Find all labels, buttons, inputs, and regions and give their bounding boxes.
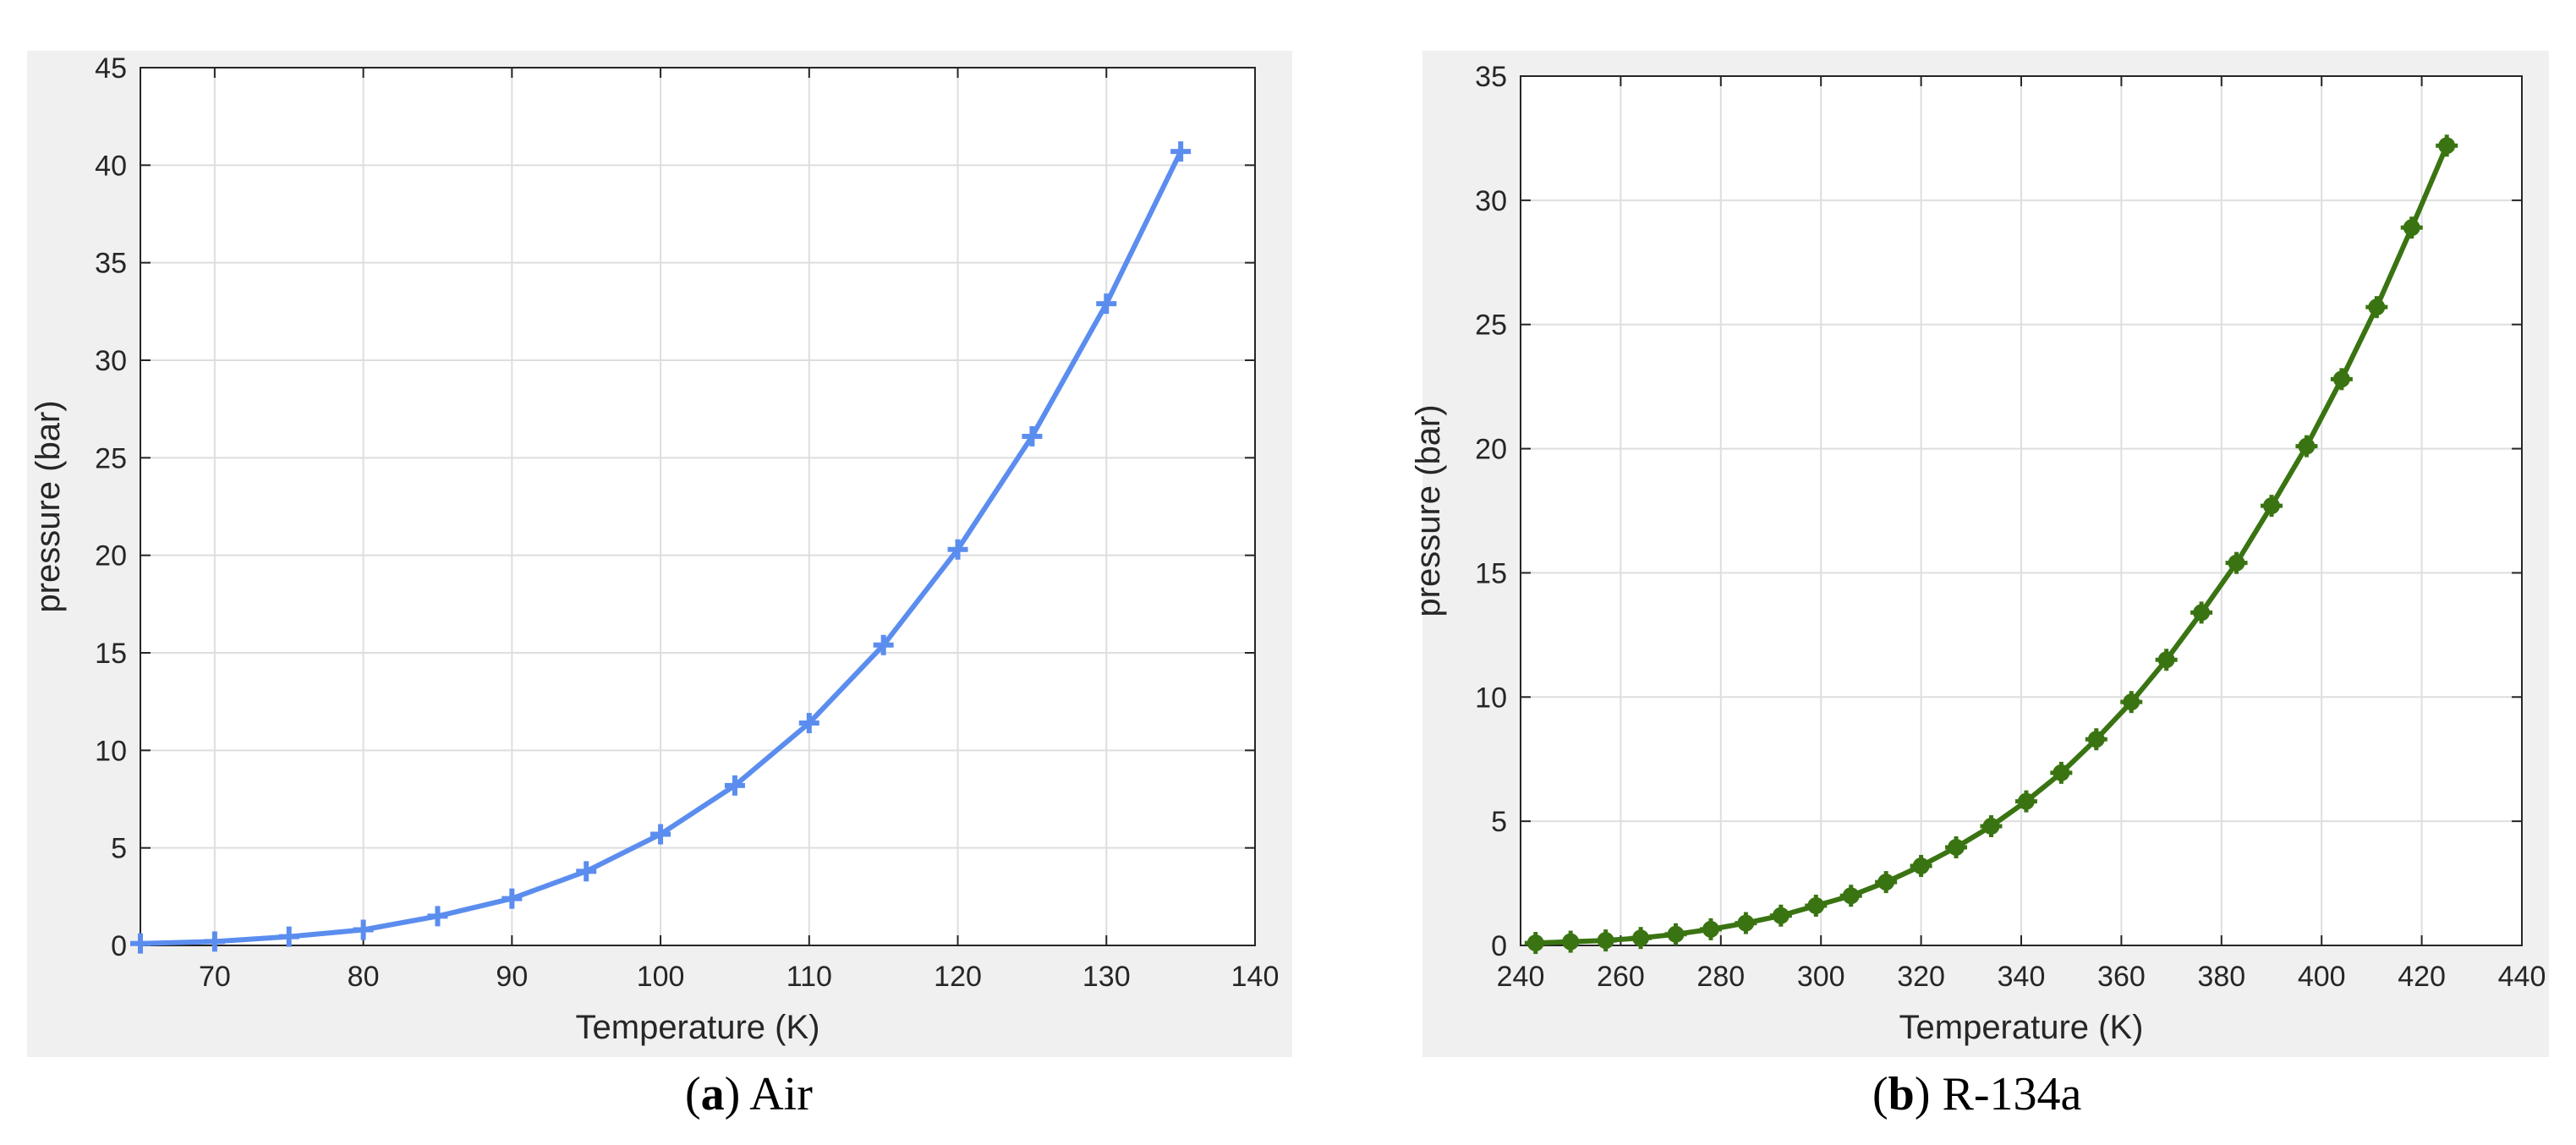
y-tick-label: 10 bbox=[1475, 682, 1507, 714]
data-point bbox=[1524, 932, 1547, 955]
data-point bbox=[873, 634, 894, 655]
x-tick-label: 240 bbox=[1497, 961, 1545, 993]
caption-r134a-text: R-134a bbox=[1930, 1068, 2082, 1120]
y-tick-label: 40 bbox=[95, 150, 127, 182]
data-point bbox=[1769, 904, 1792, 927]
data-point bbox=[130, 933, 151, 954]
x-tick-label: 130 bbox=[1082, 961, 1131, 993]
data-point bbox=[1559, 930, 1582, 953]
y-tick-label: 35 bbox=[95, 248, 127, 280]
data-point bbox=[353, 919, 374, 940]
data-point bbox=[1839, 885, 1862, 907]
caption-air-text: Air bbox=[740, 1068, 813, 1120]
y-tick-label: 25 bbox=[95, 442, 127, 474]
y-tick-label: 30 bbox=[95, 345, 127, 377]
y-tick-label: 20 bbox=[95, 540, 127, 572]
data-point bbox=[650, 824, 671, 845]
x-tick-label: 100 bbox=[637, 961, 685, 993]
data-point bbox=[2365, 296, 2388, 319]
x-axis-label: Temperature (K) bbox=[1899, 1009, 2144, 1046]
data-point bbox=[724, 775, 745, 796]
chart-panel-r134a: 240 260 280 300 320 340 360 380 400 420 440 0 5 10 15 2… bbox=[1410, 51, 2549, 1057]
data-point bbox=[1945, 835, 1968, 858]
caption-air: (a) Air bbox=[685, 1068, 813, 1120]
data-point bbox=[1594, 929, 1617, 952]
x-tick-label: 360 bbox=[2097, 961, 2146, 993]
data-point bbox=[1980, 815, 2003, 838]
data-point bbox=[1170, 141, 1192, 162]
y-tick-label: 15 bbox=[1475, 557, 1507, 589]
y-tick-label: 5 bbox=[111, 833, 127, 865]
data-point bbox=[1630, 927, 1652, 950]
data-point bbox=[2120, 691, 2143, 714]
data-point bbox=[2436, 134, 2458, 157]
plot-frame bbox=[140, 67, 1256, 946]
data-point bbox=[576, 861, 597, 882]
x-tick-label: 320 bbox=[1897, 961, 1945, 993]
chart-panel-air: 70 80 90 100 110 120 130 140 0 5 10 15 20 25 30 35 40 45 T… bbox=[27, 51, 1292, 1057]
y-tick-label: 15 bbox=[95, 638, 127, 670]
y-tick-label: 10 bbox=[95, 735, 127, 767]
data-point bbox=[2050, 761, 2073, 784]
data-point bbox=[2400, 216, 2423, 239]
plot-area bbox=[140, 68, 1255, 945]
data-point bbox=[204, 931, 225, 952]
caption-r134a: (b) R-134a bbox=[1872, 1068, 2082, 1120]
caption-air-letter: a bbox=[700, 1068, 725, 1120]
data-point bbox=[2330, 368, 2353, 391]
x-tick-label: 120 bbox=[934, 961, 982, 993]
data-point bbox=[1664, 923, 1687, 945]
caption-r134a-letter: b bbox=[1888, 1068, 1915, 1120]
x-tick-label: 70 bbox=[199, 961, 231, 993]
data-point bbox=[1735, 912, 1757, 934]
x-tick-label: 260 bbox=[1597, 961, 1645, 993]
y-tick-label: 5 bbox=[1491, 806, 1507, 838]
x-tick-label: 140 bbox=[1231, 961, 1280, 993]
data-point bbox=[1022, 425, 1043, 446]
x-axis-label: Temperature (K) bbox=[576, 1009, 820, 1046]
chart-air-svg: 70 80 90 100 110 120 130 140 0 5 10 15 20 25 30 35 40 45 T… bbox=[30, 52, 1280, 1046]
y-tick-label: 35 bbox=[1475, 61, 1507, 93]
data-point bbox=[2295, 435, 2318, 457]
chart-r134a-svg: 240 260 280 300 320 340 360 380 400 420 440 0 5 10 15 2… bbox=[1410, 61, 2546, 1046]
data-point bbox=[1910, 855, 1932, 878]
y-axis-label: pressure (bar) bbox=[1410, 404, 1447, 616]
y-tick-label: 0 bbox=[1491, 930, 1507, 962]
data-point bbox=[2014, 790, 2037, 813]
x-tick-label: 440 bbox=[2498, 961, 2546, 993]
y-tick-label: 45 bbox=[95, 52, 127, 85]
x-tick-label: 400 bbox=[2298, 961, 2346, 993]
data-point bbox=[1096, 293, 1117, 315]
y-axis-label: pressure (bar) bbox=[30, 400, 67, 612]
x-tick-label: 340 bbox=[1998, 961, 2046, 993]
data-point bbox=[2190, 601, 2213, 624]
data-point bbox=[2085, 728, 2107, 751]
data-point bbox=[2225, 551, 2248, 574]
data-point bbox=[947, 539, 968, 560]
y-tick-label: 0 bbox=[111, 930, 127, 962]
x-tick-label: 80 bbox=[348, 961, 380, 993]
y-tick-label: 25 bbox=[1475, 310, 1507, 342]
y-tick-label: 30 bbox=[1475, 185, 1507, 217]
x-tick-label: 90 bbox=[496, 961, 528, 993]
data-point bbox=[501, 888, 523, 909]
data-point bbox=[2155, 649, 2178, 671]
x-tick-label: 380 bbox=[2197, 961, 2245, 993]
x-tick-label: 110 bbox=[787, 961, 832, 993]
data-point bbox=[798, 713, 819, 734]
y-tick-label: 20 bbox=[1475, 434, 1507, 466]
data-point bbox=[278, 926, 299, 947]
x-tick-label: 420 bbox=[2398, 961, 2446, 993]
data-point bbox=[1699, 918, 1722, 940]
data-point bbox=[1805, 895, 1828, 918]
x-tick-label: 300 bbox=[1797, 961, 1845, 993]
data-point bbox=[427, 906, 448, 927]
data-point bbox=[2261, 495, 2283, 518]
data-point bbox=[1875, 871, 1898, 894]
x-tick-label: 280 bbox=[1696, 961, 1745, 993]
